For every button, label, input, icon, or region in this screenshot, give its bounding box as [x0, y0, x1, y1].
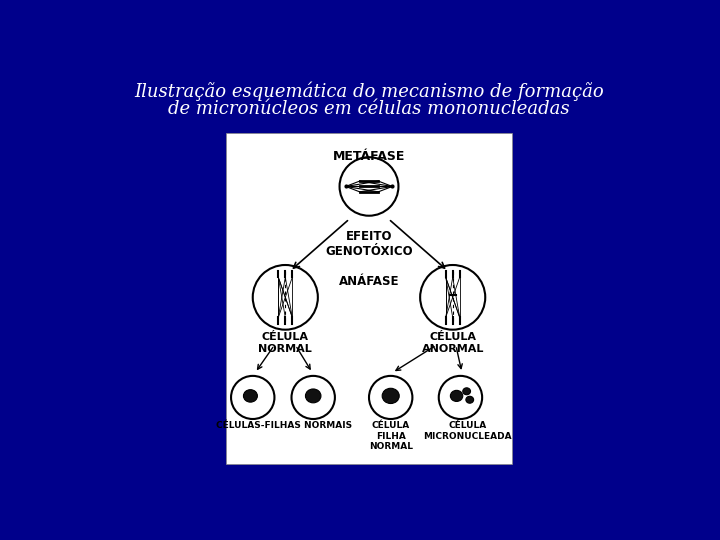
Ellipse shape [451, 390, 463, 401]
Text: CÉLULA
ANORMAL: CÉLULA ANORMAL [421, 332, 484, 354]
Ellipse shape [466, 396, 474, 403]
Text: de micronúcleos em células mononucleadas: de micronúcleos em células mononucleadas [168, 100, 570, 118]
Ellipse shape [243, 390, 258, 402]
Text: METÁFASE: METÁFASE [333, 150, 405, 163]
Text: EFEITO
GENOTÓXICO: EFEITO GENOTÓXICO [325, 231, 413, 258]
Ellipse shape [382, 388, 399, 403]
Ellipse shape [305, 389, 321, 403]
Text: CÉLULA
MICRONUCLEADA: CÉLULA MICRONUCLEADA [423, 421, 512, 441]
Text: Ilustração esquemática do mecanismo de formação: Ilustração esquemática do mecanismo de f… [134, 82, 604, 101]
Ellipse shape [463, 388, 471, 395]
Text: CÉLULA
FILHA
NORMAL: CÉLULA FILHA NORMAL [369, 421, 413, 451]
Bar [225, 132, 513, 464]
Text: CÉLULAS-FILHAS NORMAIS: CÉLULAS-FILHAS NORMAIS [216, 421, 352, 430]
Text: ANÁFASE: ANÁFASE [338, 275, 400, 288]
Text: CÉLULA
NORMAL: CÉLULA NORMAL [258, 332, 312, 354]
